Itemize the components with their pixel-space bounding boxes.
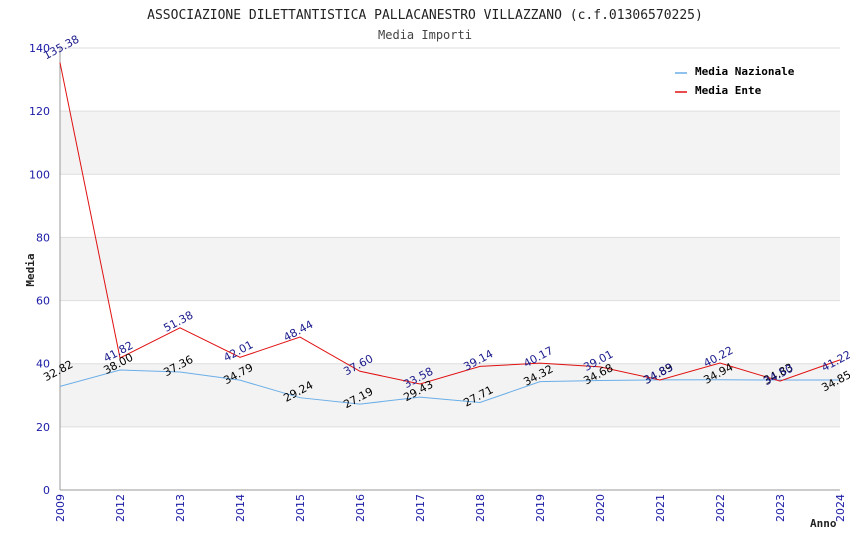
y-tick-label: 0: [43, 484, 50, 497]
x-tick-label: 2014: [234, 494, 247, 522]
series-line-1: [59, 62, 841, 385]
y-tick-label: 60: [36, 295, 50, 308]
grid-band: [60, 48, 840, 112]
legend: Media Nazionale Media Ente: [675, 65, 795, 97]
x-tick-label: 2012: [114, 494, 127, 522]
x-axis-ticks: 2009 2012 2013 2014 2015 2016 2017 2018 2019 2020…: [54, 494, 847, 522]
grid-band: [60, 174, 840, 238]
y-tick-label: 120: [29, 105, 50, 118]
grid-band: [60, 363, 840, 427]
x-tick-label: 2016: [354, 494, 367, 522]
grid-band: [60, 237, 840, 301]
series-line-0: [59, 369, 841, 405]
x-tick-label: 2019: [534, 494, 547, 522]
x-tick-label: 2013: [174, 494, 187, 522]
grid-band: [60, 111, 840, 175]
y-tick-label: 80: [36, 231, 50, 244]
y-tick-label: 40: [36, 358, 50, 371]
y-axis-label: Media: [24, 253, 37, 286]
chart-subtitle: Media Importi: [378, 28, 472, 42]
x-tick-label: 2009: [54, 494, 67, 522]
x-tick-label: 2022: [714, 494, 727, 522]
series-lines: [59, 62, 841, 405]
x-tick-label: 2023: [774, 494, 787, 522]
x-tick-label: 2018: [474, 494, 487, 522]
x-tick-label: 2020: [594, 494, 607, 522]
grid-band: [60, 426, 840, 490]
x-tick-label: 2015: [294, 494, 307, 522]
y-tick-label: 20: [36, 421, 50, 434]
legend-label-media-ente: Media Ente: [695, 84, 762, 97]
y-axis-ticks: 0 20 40 60 80 100 120 140: [29, 42, 50, 497]
chart-title: ASSOCIAZIONE DILETTANTISTICA PALLACANEST…: [147, 8, 703, 23]
x-tick-label: 2021: [654, 494, 667, 522]
legend-label-media-nazionale: Media Nazionale: [695, 65, 795, 78]
y-tick-label: 100: [29, 168, 50, 181]
x-axis-label: Anno: [810, 517, 837, 530]
x-tick-label: 2017: [414, 494, 427, 522]
y-tick-label: 140: [29, 42, 50, 55]
grid-bands: [60, 47, 840, 491]
grid-band: [60, 300, 840, 364]
x-tick-label: 2024: [834, 494, 847, 522]
